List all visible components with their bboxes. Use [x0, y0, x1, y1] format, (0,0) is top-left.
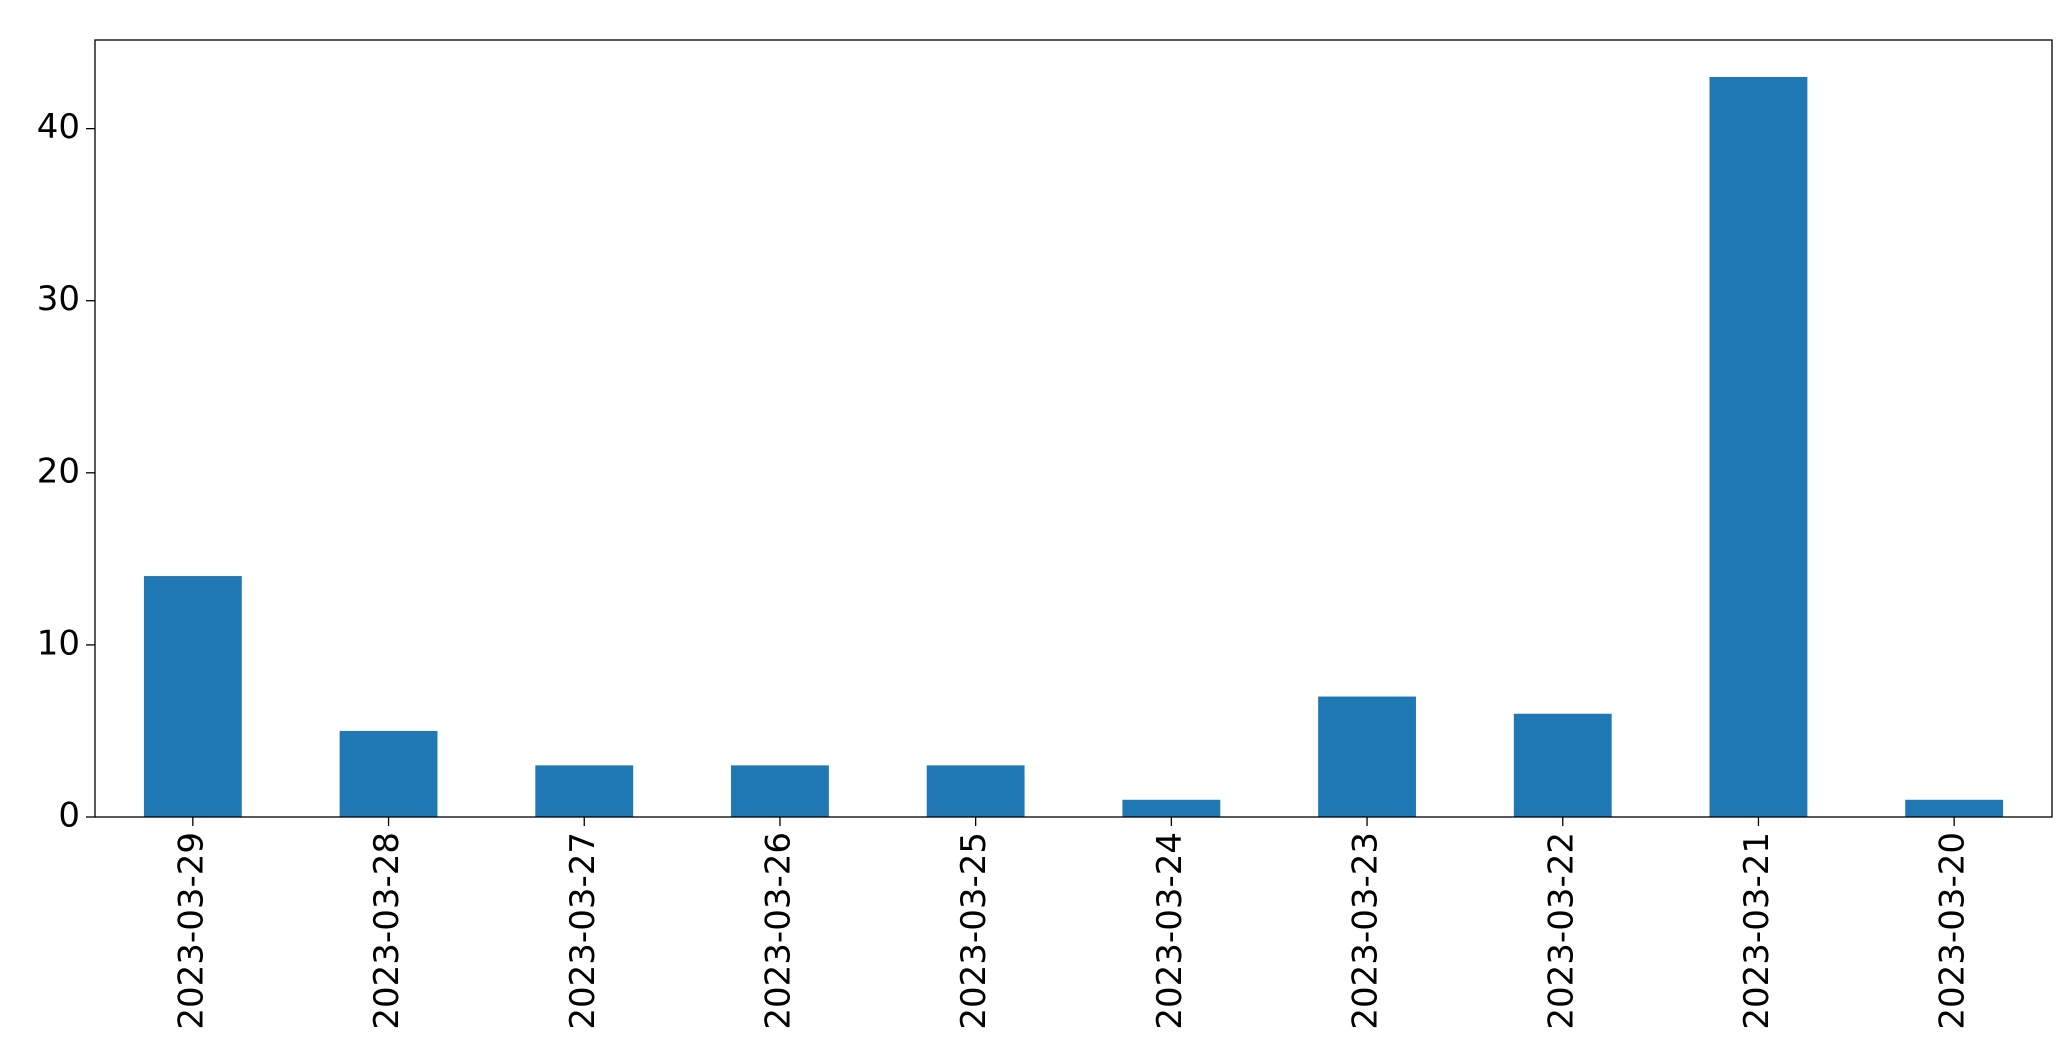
x-tick-label: 2023-03-23	[1346, 832, 1386, 1030]
x-tick-label: 2023-03-29	[171, 832, 211, 1030]
y-tick-label: 30	[37, 279, 80, 319]
x-tick-label: 2023-03-28	[367, 832, 407, 1030]
bar	[731, 765, 829, 817]
bar	[926, 765, 1025, 817]
x-tick-label: 2023-03-22	[1541, 832, 1581, 1030]
bar	[1905, 799, 2004, 817]
bar	[143, 576, 242, 817]
bar	[535, 765, 634, 817]
bar	[1709, 77, 1808, 817]
plot-frame	[94, 39, 2053, 818]
bar	[339, 730, 438, 817]
x-tick-label: 2023-03-24	[1150, 832, 1190, 1030]
y-tick-label: 40	[37, 107, 80, 147]
y-tick-label: 10	[37, 623, 80, 663]
x-tick-label: 2023-03-21	[1737, 832, 1777, 1030]
x-tick-label: 2023-03-27	[563, 832, 603, 1030]
x-tick-label: 2023-03-20	[1933, 832, 1973, 1030]
bar	[1513, 713, 1612, 817]
x-tick-label: 2023-03-25	[954, 832, 994, 1030]
bar	[1318, 696, 1416, 817]
bar	[1122, 799, 1221, 817]
y-tick-label: 20	[37, 451, 80, 491]
x-tick-label: 2023-03-26	[758, 832, 798, 1030]
y-tick-label: 0	[58, 796, 80, 836]
